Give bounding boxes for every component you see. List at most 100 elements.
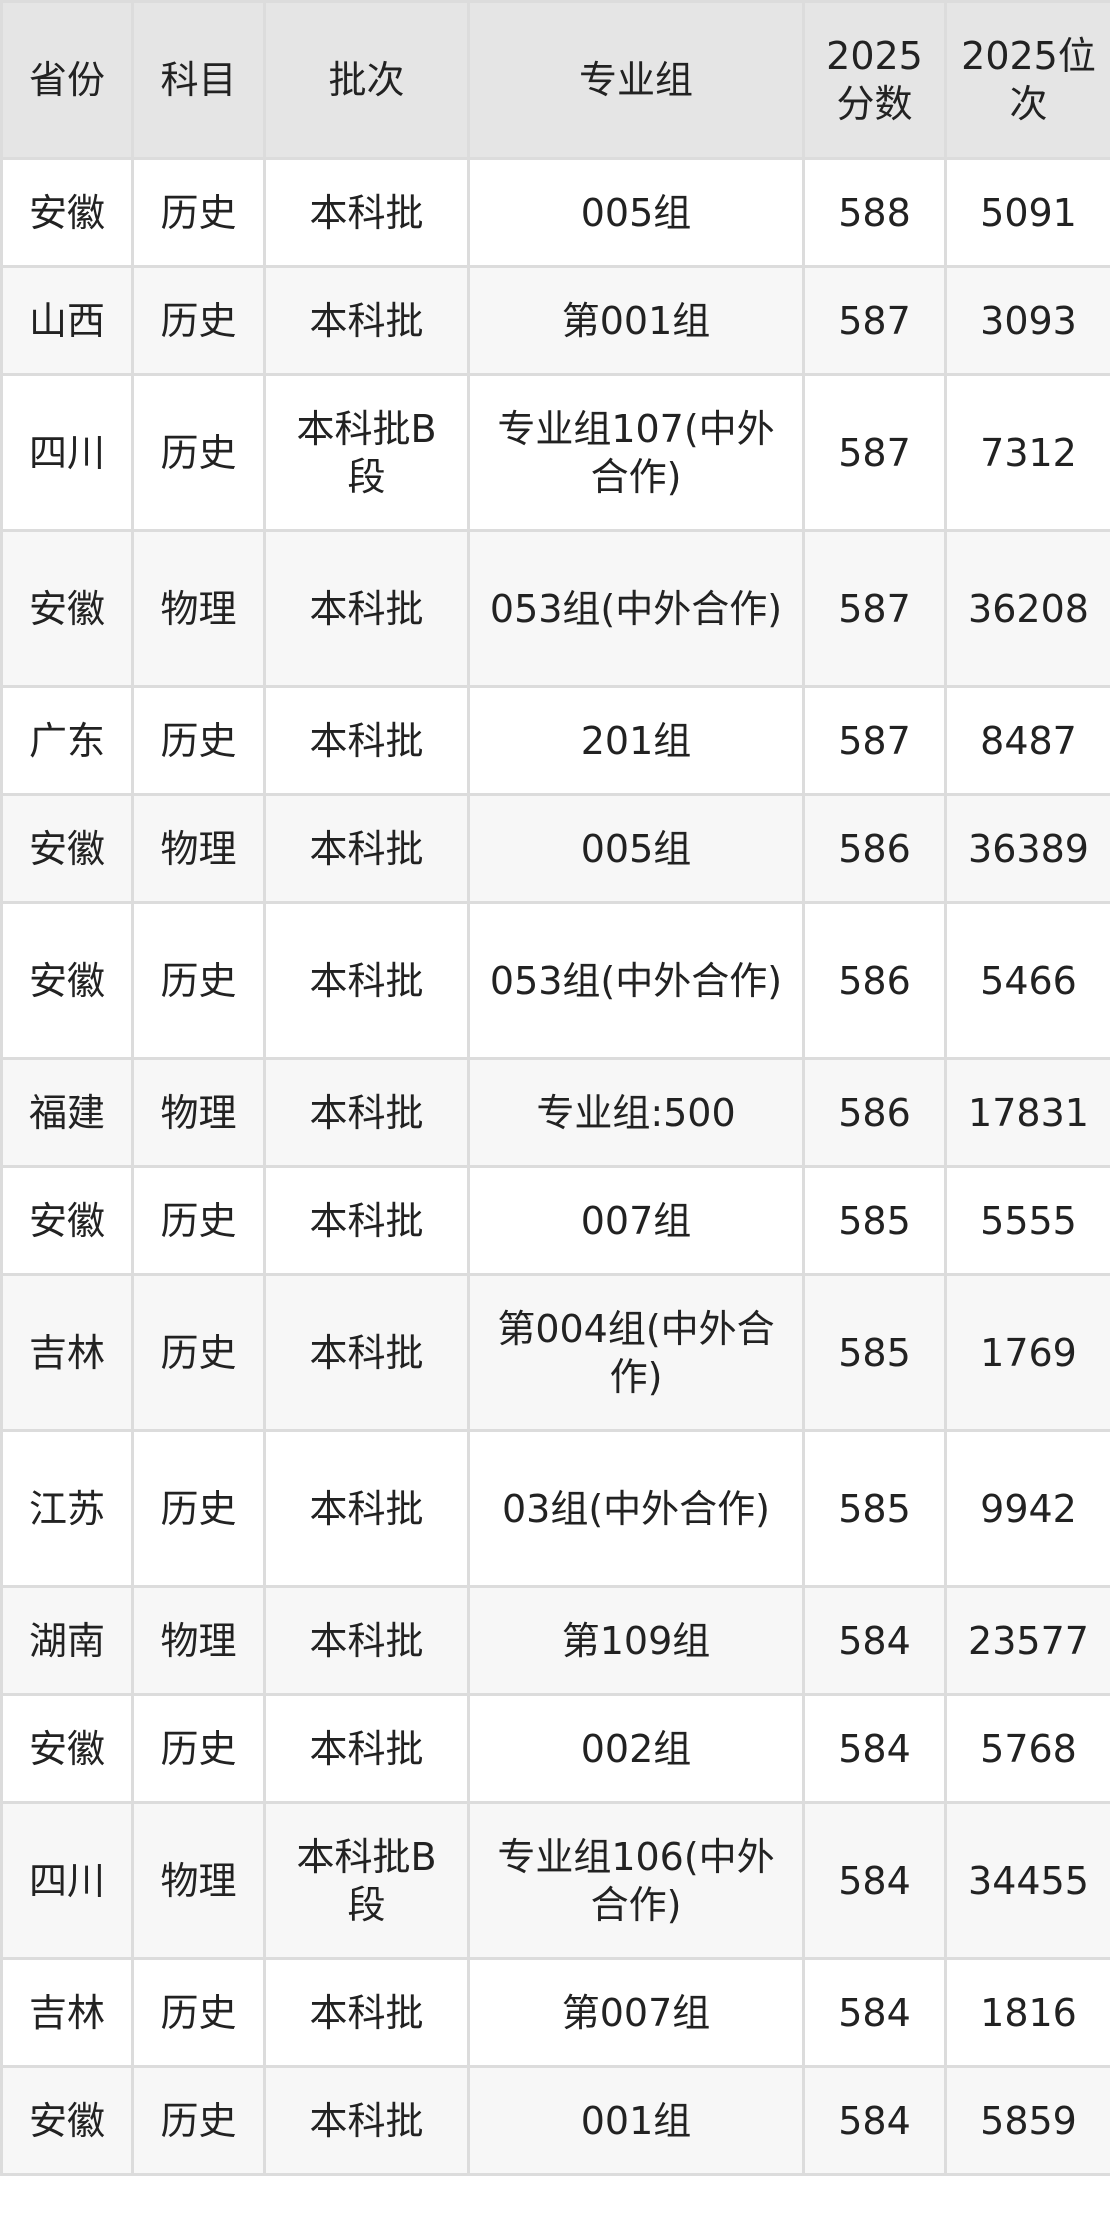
cell-batch: 本科批: [263, 685, 470, 796]
cell-rank: 8487: [944, 685, 1110, 796]
cell-province: 山西: [0, 265, 134, 376]
header-group: 专业组: [467, 0, 805, 160]
header-batch: 批次: [263, 0, 470, 160]
cell-batch: 本科批: [263, 1057, 470, 1168]
cell-rank: 7312: [944, 373, 1110, 532]
cell-rank: 1769: [944, 1273, 1110, 1432]
cell-subject: 历史: [131, 1429, 266, 1588]
cell-rank: 3093: [944, 265, 1110, 376]
cell-subject: 历史: [131, 685, 266, 796]
cell-subject: 历史: [131, 1273, 266, 1432]
cell-rank: 34455: [944, 1801, 1110, 1960]
cell-score: 588: [802, 157, 947, 268]
cell-group: 专业组:500: [467, 1057, 805, 1168]
table-row: 福建 物理 本科批 专业组:500 586 17831: [0, 1057, 1110, 1168]
cell-subject: 历史: [131, 1693, 266, 1804]
cell-province: 安徽: [0, 2065, 134, 2176]
cell-batch: 本科批: [263, 1957, 470, 2068]
cell-group: 第004组(中外合作): [467, 1273, 805, 1432]
cell-group: 专业组106(中外合作): [467, 1801, 805, 1960]
cell-rank: 5466: [944, 901, 1110, 1060]
table-row: 广东 历史 本科批 201组 587 8487: [0, 685, 1110, 796]
cell-score: 587: [802, 265, 947, 376]
header-rank: 2025位次: [944, 0, 1110, 160]
table-row: 四川 物理 本科批B段 专业组106(中外合作) 584 34455: [0, 1801, 1110, 1960]
table-row: 安徽 历史 本科批 002组 584 5768: [0, 1693, 1110, 1804]
cell-batch: 本科批: [263, 1429, 470, 1588]
cell-group: 005组: [467, 793, 805, 904]
cell-subject: 物理: [131, 1585, 266, 1696]
cell-score: 586: [802, 901, 947, 1060]
cell-score: 584: [802, 2065, 947, 2176]
cell-batch: 本科批: [263, 901, 470, 1060]
cell-province: 吉林: [0, 1957, 134, 2068]
cell-group: 007组: [467, 1165, 805, 1276]
cell-score: 585: [802, 1165, 947, 1276]
cell-score: 584: [802, 1693, 947, 1804]
cell-province: 安徽: [0, 157, 134, 268]
cell-province: 安徽: [0, 901, 134, 1060]
cell-score: 586: [802, 793, 947, 904]
cell-batch: 本科批: [263, 265, 470, 376]
cell-province: 四川: [0, 373, 134, 532]
table-row: 安徽 历史 本科批 001组 584 5859: [0, 2065, 1110, 2176]
cell-score: 585: [802, 1273, 947, 1432]
cell-score: 587: [802, 529, 947, 688]
cell-province: 安徽: [0, 793, 134, 904]
table-row: 四川 历史 本科批B段 专业组107(中外合作) 587 7312: [0, 373, 1110, 532]
cell-province: 安徽: [0, 1165, 134, 1276]
table-row: 安徽 历史 本科批 005组 588 5091: [0, 157, 1110, 268]
cell-group: 053组(中外合作): [467, 529, 805, 688]
cell-group: 002组: [467, 1693, 805, 1804]
cell-score: 585: [802, 1429, 947, 1588]
cell-province: 福建: [0, 1057, 134, 1168]
table-row: 安徽 历史 本科批 053组(中外合作) 586 5466: [0, 901, 1110, 1060]
header-score: 2025分数: [802, 0, 947, 160]
cell-subject: 物理: [131, 1801, 266, 1960]
header-province: 省份: [0, 0, 134, 160]
cell-subject: 历史: [131, 1165, 266, 1276]
cell-batch: 本科批: [263, 1585, 470, 1696]
cell-subject: 历史: [131, 373, 266, 532]
cell-rank: 5555: [944, 1165, 1110, 1276]
table-row: 吉林 历史 本科批 第004组(中外合作) 585 1769: [0, 1273, 1110, 1432]
cell-rank: 36389: [944, 793, 1110, 904]
table-row: 湖南 物理 本科批 第109组 584 23577: [0, 1585, 1110, 1696]
cell-group: 第109组: [467, 1585, 805, 1696]
cell-rank: 9942: [944, 1429, 1110, 1588]
cell-score: 584: [802, 1957, 947, 2068]
cell-batch: 本科批: [263, 157, 470, 268]
cell-batch: 本科批: [263, 1273, 470, 1432]
cell-subject: 历史: [131, 2065, 266, 2176]
cell-group: 专业组107(中外合作): [467, 373, 805, 532]
cell-batch: 本科批B段: [263, 373, 470, 532]
cell-rank: 17831: [944, 1057, 1110, 1168]
cell-province: 吉林: [0, 1273, 134, 1432]
cell-score: 587: [802, 373, 947, 532]
cell-subject: 物理: [131, 793, 266, 904]
cell-province: 广东: [0, 685, 134, 796]
cell-subject: 历史: [131, 265, 266, 376]
cell-province: 安徽: [0, 529, 134, 688]
cell-rank: 1816: [944, 1957, 1110, 2068]
cell-subject: 历史: [131, 1957, 266, 2068]
cell-group: 053组(中外合作): [467, 901, 805, 1060]
cell-score: 584: [802, 1801, 947, 1960]
cell-batch: 本科批: [263, 2065, 470, 2176]
cell-subject: 物理: [131, 529, 266, 688]
table-row: 安徽 物理 本科批 005组 586 36389: [0, 793, 1110, 904]
cell-group: 第001组: [467, 265, 805, 376]
cell-score: 586: [802, 1057, 947, 1168]
header-subject: 科目: [131, 0, 266, 160]
cell-group: 005组: [467, 157, 805, 268]
cell-batch: 本科批: [263, 1693, 470, 1804]
cell-province: 安徽: [0, 1693, 134, 1804]
cell-subject: 物理: [131, 1057, 266, 1168]
cell-subject: 历史: [131, 901, 266, 1060]
cell-batch: 本科批: [263, 793, 470, 904]
cell-province: 湖南: [0, 1585, 134, 1696]
admission-score-table: 省份 科目 批次 专业组 2025分数 2025位次 安徽 历史 本科批 005组 58…: [0, 0, 1110, 2176]
cell-province: 四川: [0, 1801, 134, 1960]
cell-rank: 36208: [944, 529, 1110, 688]
cell-rank: 5091: [944, 157, 1110, 268]
